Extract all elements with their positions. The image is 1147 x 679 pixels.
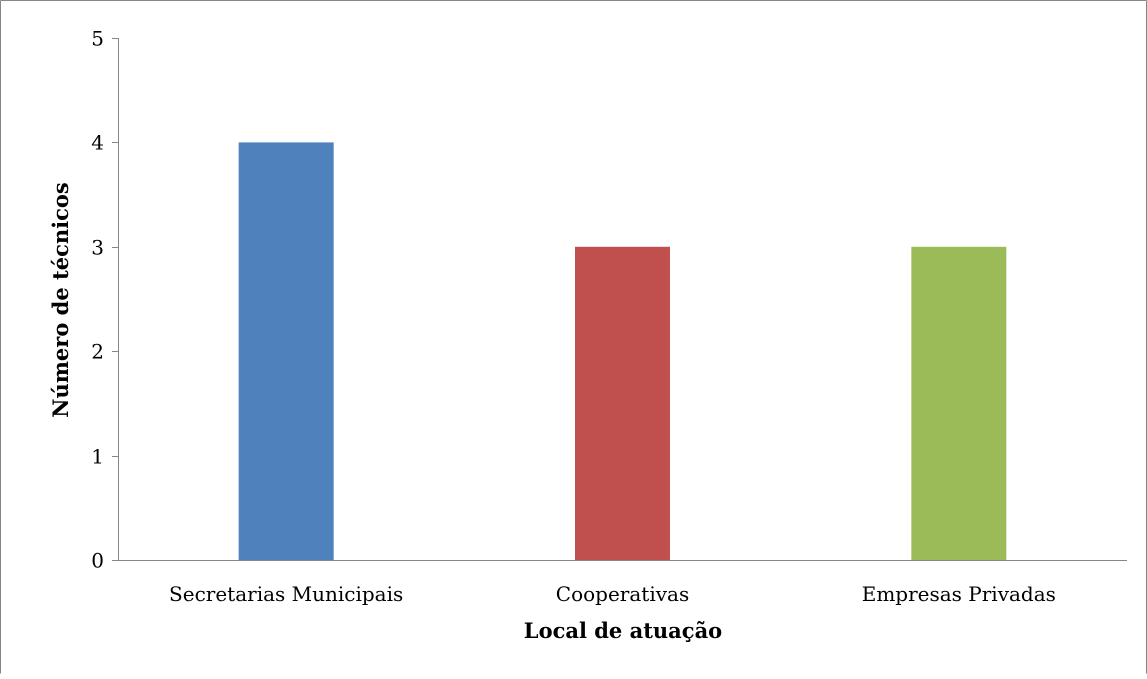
y-tick-label: 5 <box>91 27 104 51</box>
y-axis: 0 1 2 3 4 5 <box>91 27 119 573</box>
y-tick-label: 3 <box>91 236 104 260</box>
y-tick-label: 1 <box>91 445 104 469</box>
y-axis-title: Número de técnicos <box>48 182 73 418</box>
x-category-label: Secretarias Municipais <box>169 582 403 606</box>
x-category-label: Empresas Privadas <box>862 582 1056 606</box>
y-tick-label: 0 <box>91 549 104 573</box>
y-tick-label: 4 <box>91 131 104 155</box>
y-tick-label: 2 <box>91 340 104 364</box>
bar-2 <box>911 246 1007 561</box>
x-axis: Secretarias Municipais Cooperativas Empres… <box>118 560 1127 606</box>
bar-1 <box>575 246 670 561</box>
x-axis-title: Local de atuação <box>524 618 722 643</box>
bars-layer <box>238 142 1007 561</box>
bar-0 <box>238 142 334 560</box>
x-category-label: Cooperativas <box>556 582 689 606</box>
